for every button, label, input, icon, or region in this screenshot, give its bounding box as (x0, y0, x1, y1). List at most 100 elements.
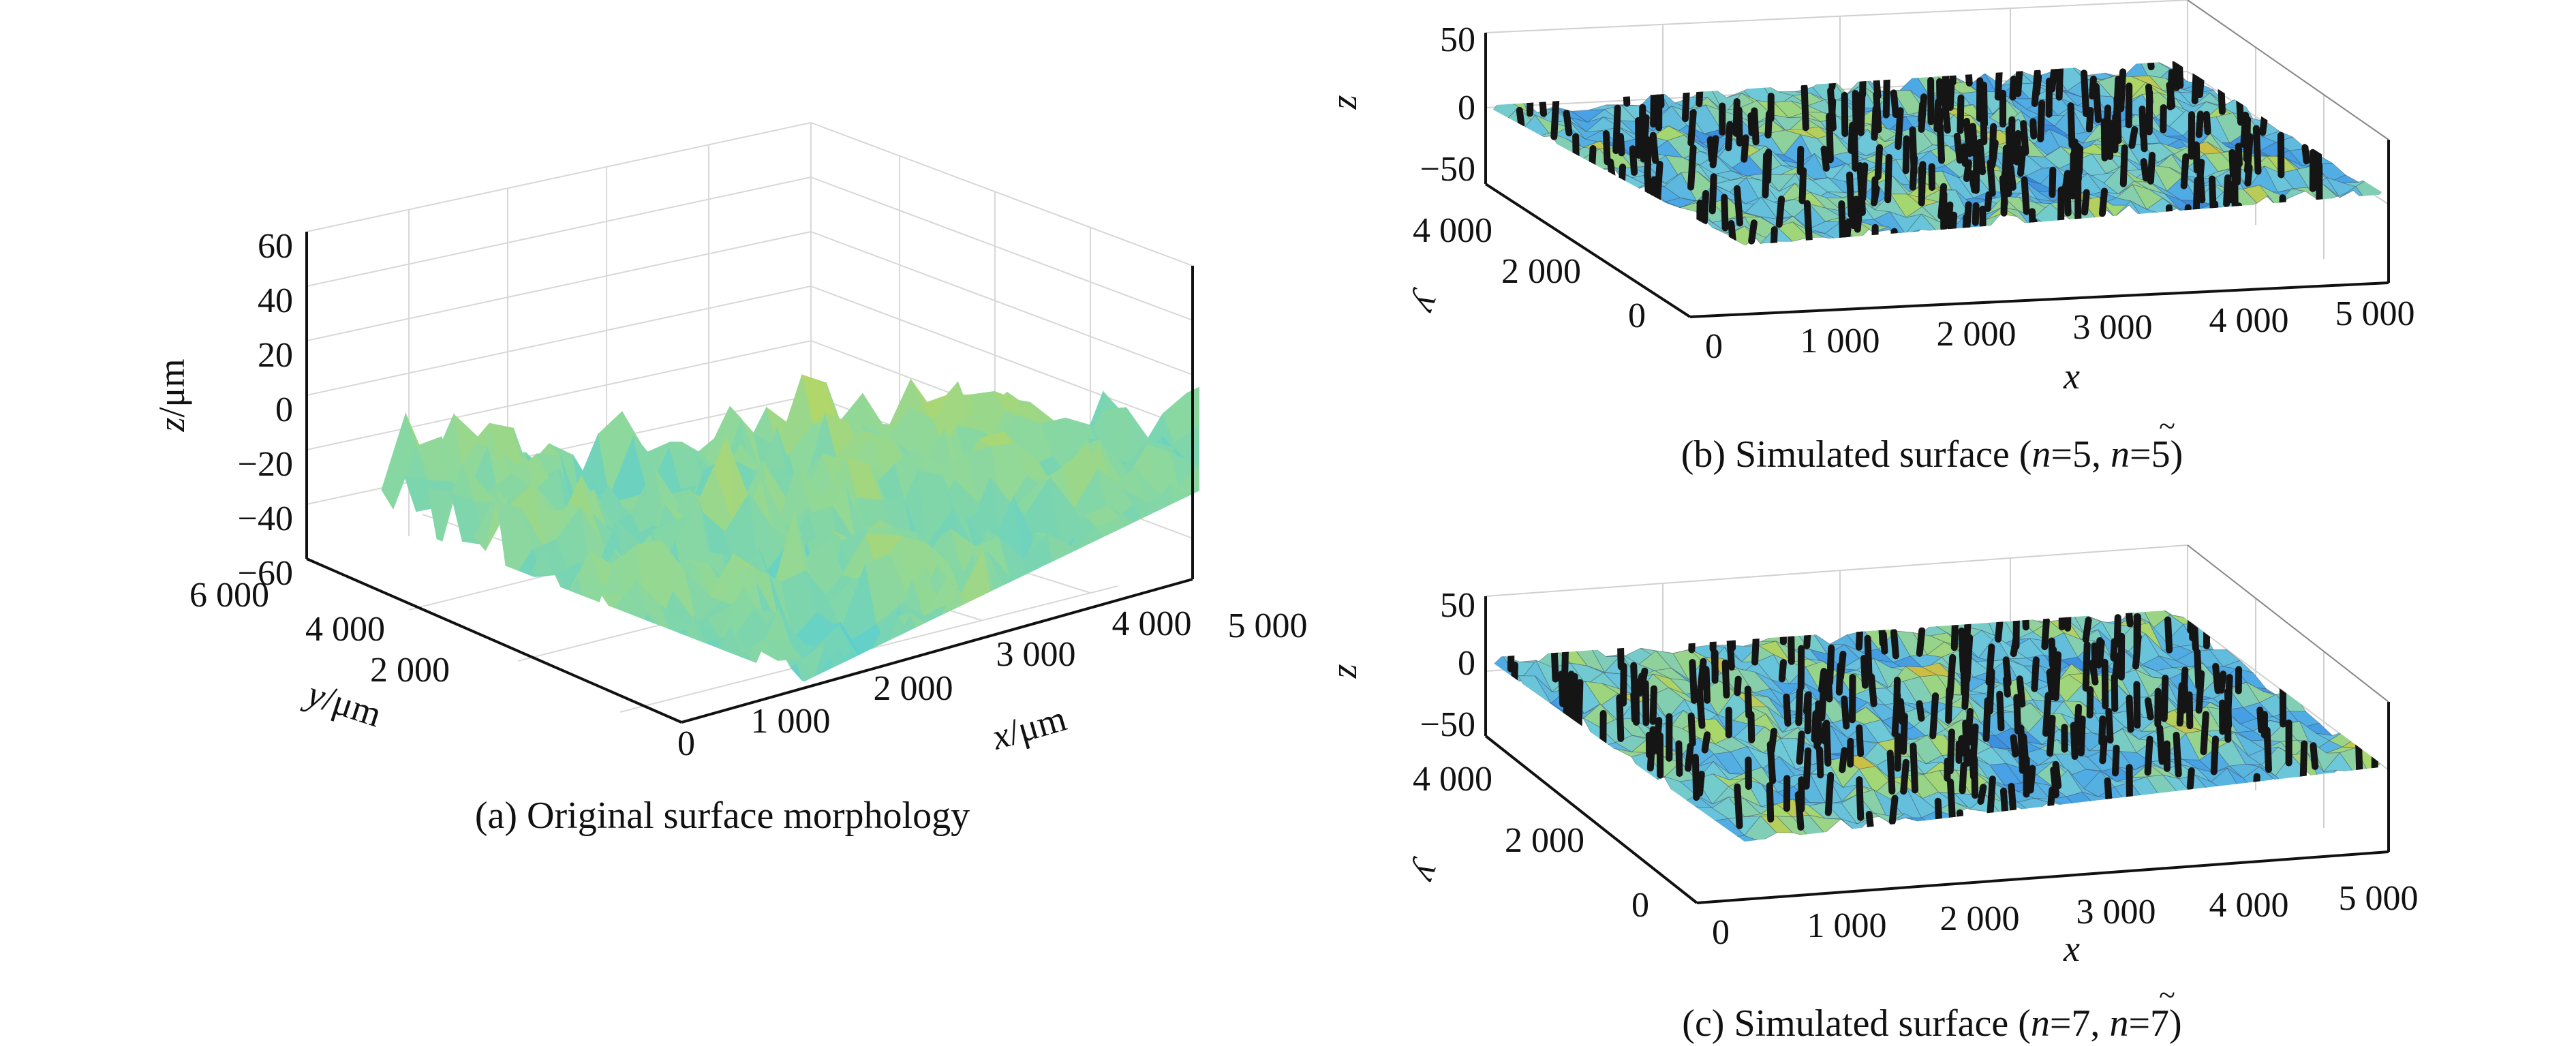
marker-c (1826, 644, 1835, 686)
surface-a-facet (899, 602, 936, 676)
marker-c (1964, 707, 1974, 747)
marker-b (1944, 201, 1954, 229)
marker-b (2166, 69, 2175, 110)
surface-a-facet (1302, 480, 1338, 542)
surface-a-facet (1167, 532, 1199, 568)
marker-c (1766, 741, 1777, 784)
marker-c (2082, 617, 2092, 643)
marker-c (1916, 627, 1926, 657)
surface-a-facet (1253, 514, 1289, 554)
marker-b (1976, 138, 1987, 176)
z-a-tick-4: −20 (238, 445, 293, 484)
marker-c (1957, 735, 1965, 758)
marker-b (1857, 90, 1866, 136)
marker-c (1796, 730, 1805, 765)
surface-a-facet (1349, 508, 1384, 524)
x-a-tick-2: 3 000 (996, 635, 1076, 674)
surface-a-facet (1308, 580, 1343, 620)
surface-a-facet (1357, 594, 1392, 620)
marker-c (1963, 634, 1974, 684)
y-b-tick-1: 2 000 (1501, 252, 1581, 291)
marker-b (1874, 144, 1883, 181)
surface-a-facet (1236, 579, 1271, 604)
marker-c (1987, 775, 1996, 816)
marker-c (2299, 740, 2308, 782)
surface-a-facet (1216, 504, 1251, 529)
marker-c (2252, 773, 2260, 816)
marker-c (1709, 610, 1717, 653)
surface-a-facet (1278, 498, 1314, 542)
surface-simulated-n5 (1486, 61, 2385, 245)
marker-b (1527, 70, 1534, 117)
marker-b (1957, 94, 1965, 134)
surface-a-facet (1244, 480, 1279, 521)
marker-b (2196, 164, 2206, 204)
z-c-tick-0: 50 (1440, 586, 1475, 625)
marker-b (2301, 144, 2310, 165)
surface-a-facet (1358, 559, 1394, 666)
marker-c (1824, 771, 1835, 816)
surface-a-facet (1078, 611, 1115, 635)
surface-a-facet (1210, 417, 1245, 462)
marker-c (1811, 709, 1820, 743)
marker-b (1687, 109, 1697, 147)
marker-b (1550, 94, 1560, 140)
marker-b (2195, 110, 2205, 138)
surface-a-facet (1180, 511, 1199, 558)
marker-c (1890, 628, 1899, 660)
top-right-edge-c (2187, 544, 2389, 703)
surface-a-facet (1266, 498, 1301, 556)
surface-a-facet (1080, 608, 1117, 653)
marker-b (1999, 174, 2008, 207)
marker-b (2139, 111, 2148, 153)
surface-a-facet (1370, 549, 1406, 666)
marker-b (2203, 110, 2211, 136)
marker-b (1727, 231, 1736, 245)
marker-b (1762, 151, 1770, 199)
surface-a-facet (1191, 503, 1199, 555)
marker-b (1800, 83, 1809, 132)
surface-a-facet (1273, 559, 1308, 602)
z-a-tick-6: −60 (238, 554, 293, 593)
marker-b (1741, 134, 1749, 163)
marker-c (2046, 714, 2056, 757)
marker-b (1700, 189, 1710, 225)
marker-c (1959, 762, 1967, 795)
surface-a-facet (1221, 457, 1256, 504)
marker-c (1575, 679, 1584, 728)
surface-a-facet (1333, 595, 1368, 634)
marker-c (1734, 783, 1743, 829)
surface-a-facet (1214, 534, 1249, 551)
marker-b (2014, 67, 2023, 97)
marker-c (1841, 695, 1850, 730)
surface-a-facet (1214, 506, 1250, 585)
caption-a: (a) Original surface morphology (475, 795, 970, 837)
marker-c (1696, 770, 1705, 797)
marker-c (2099, 735, 2108, 765)
marker-c (2355, 723, 2363, 773)
surface-a-facet (1118, 572, 1154, 587)
marker-c (2002, 656, 2012, 687)
marker-c (1916, 700, 1925, 722)
marker-b (1884, 153, 1892, 204)
marker-b (1843, 218, 1852, 245)
marker-c (1803, 747, 1812, 790)
surface-a-facet (1143, 514, 1180, 573)
marker-b (2064, 179, 2072, 217)
marker-c (1649, 685, 1657, 725)
surface-a-facet (1382, 549, 1417, 666)
marker-c (2031, 656, 2040, 692)
marker-c (1996, 690, 2005, 732)
surface-a-facet (1206, 495, 1242, 564)
marker-b (2029, 118, 2038, 140)
surface-a-facet (1274, 532, 1310, 604)
y-c-tick-2: 4 000 (1413, 760, 1492, 799)
surface-a-facet (1194, 467, 1199, 516)
marker-c (2047, 786, 2056, 809)
marker-c (1818, 679, 1828, 722)
surface-a-facet (1295, 576, 1331, 610)
marker-b (1602, 130, 1611, 166)
marker-c (1726, 630, 1735, 671)
surface-a-facet (1371, 536, 1407, 571)
